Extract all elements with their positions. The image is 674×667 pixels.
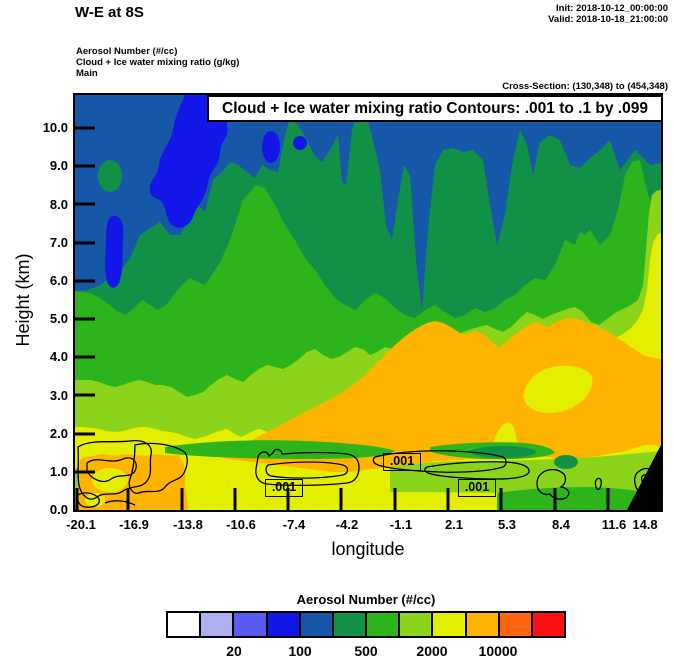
- colorbar-cells: [166, 611, 566, 638]
- contour-label: .001: [265, 479, 303, 497]
- x-tick-label: -1.1: [389, 517, 413, 532]
- page-title: W-E at 8S: [75, 4, 144, 21]
- field-orange-mass: [220, 318, 661, 472]
- colorbar-cell: [532, 613, 565, 636]
- colorbar-cell: [466, 613, 500, 636]
- colorbar-cell: [267, 613, 301, 636]
- terrain-wedge: [627, 445, 661, 510]
- field-dark-green-spot: [554, 455, 578, 469]
- y-tick-label: 4.0: [49, 349, 68, 364]
- x-tick-label: -20.1: [66, 517, 96, 532]
- y-tick-label: 3.0: [49, 388, 68, 403]
- plot-frame: [73, 93, 663, 512]
- x-tick-label: 11.6: [601, 517, 627, 532]
- cross-section-label: Cross-Section: (130,348) to (454,348): [502, 81, 668, 92]
- model-label: Main: [76, 68, 98, 79]
- x-tick-label: 14.8: [632, 517, 658, 532]
- field-dark-green-streak: [470, 446, 536, 458]
- cross-section-plot: [75, 95, 661, 510]
- colorbar-tick-label: 500: [354, 643, 378, 659]
- field-bright-blue-bit-2: [293, 136, 307, 150]
- colorbar-title: Aerosol Number (#/cc): [296, 592, 436, 607]
- x-tick-label: -13.8: [173, 517, 203, 532]
- y-tick-label: 5.0: [49, 311, 68, 326]
- y-tick-label: 1.0: [49, 464, 68, 479]
- field-orange-block-left: [78, 454, 188, 510]
- x-tick-label: 2.1: [444, 517, 464, 532]
- colorbar-cell: [367, 613, 401, 636]
- x-tick-label: 5.3: [497, 517, 517, 532]
- plot-inner-title: Cloud + Ice water mixing ratio Contours:…: [207, 95, 663, 122]
- x-axis-label: longitude: [331, 539, 405, 559]
- colorbar-tick-label: 20: [226, 643, 242, 659]
- colorbar-tick-label: 100: [288, 643, 312, 659]
- y-tick-label: 10.0: [42, 120, 68, 135]
- field-label-cloud-ice: Cloud + Ice water mixing ratio (g/kg): [76, 57, 240, 68]
- y-tick-label: 9.0: [49, 158, 68, 173]
- colorbar-cell: [433, 613, 467, 636]
- field-bottom-yellow-strip: [180, 492, 497, 510]
- field-label-aerosol: Aerosol Number (#/cc): [76, 46, 178, 57]
- colorbar-cell: [333, 613, 368, 636]
- x-tick-label: -10.6: [226, 517, 256, 532]
- field-green-island: [98, 160, 122, 192]
- y-axis-tick-marks: [75, 126, 95, 474]
- colorbar-cell: [499, 613, 533, 636]
- field-bright-blue-bit-1: [262, 131, 280, 163]
- valid-time-label: Valid: 2018-10-18_21:00:00: [548, 14, 668, 25]
- y-tick-label: 8.0: [49, 197, 68, 212]
- colorbar-cell: [234, 613, 268, 636]
- field-steel-blue-band: [75, 95, 661, 310]
- y-tick-label: 0.0: [49, 502, 68, 517]
- colorbar-cell: [400, 613, 434, 636]
- field-bottom-medium-green-strip: [497, 487, 638, 510]
- field-bright-blue-blob-small: [105, 215, 124, 288]
- colorbar-cell: [300, 613, 334, 636]
- field-yellow-inclusion: [523, 365, 593, 413]
- x-tick-label: 8.4: [551, 517, 571, 532]
- colorbar-cell: [201, 613, 235, 636]
- contour-label: .001: [458, 479, 496, 497]
- x-axis-tick-marks: [75, 488, 661, 510]
- field-bright-blue-blob: [149, 95, 230, 228]
- colorbar-cell: [168, 613, 202, 636]
- colorbar-tick-label: 10000: [478, 643, 518, 659]
- contour-label: .001: [383, 453, 421, 471]
- y-axis-label: Height (km): [13, 253, 33, 347]
- x-tick-label: -7.4: [282, 517, 306, 532]
- y-tick-label: 7.0: [49, 235, 68, 250]
- x-tick-label: -4.2: [335, 517, 359, 532]
- colorbar-tick-label: 2000: [416, 643, 448, 659]
- init-time-label: Init: 2018-10-12_00:00:00: [556, 3, 668, 14]
- y-tick-label: 6.0: [49, 273, 68, 288]
- x-tick-label: -16.9: [119, 517, 149, 532]
- field-yellow-patch-2: [85, 493, 105, 507]
- y-tick-label: 2.0: [49, 426, 68, 441]
